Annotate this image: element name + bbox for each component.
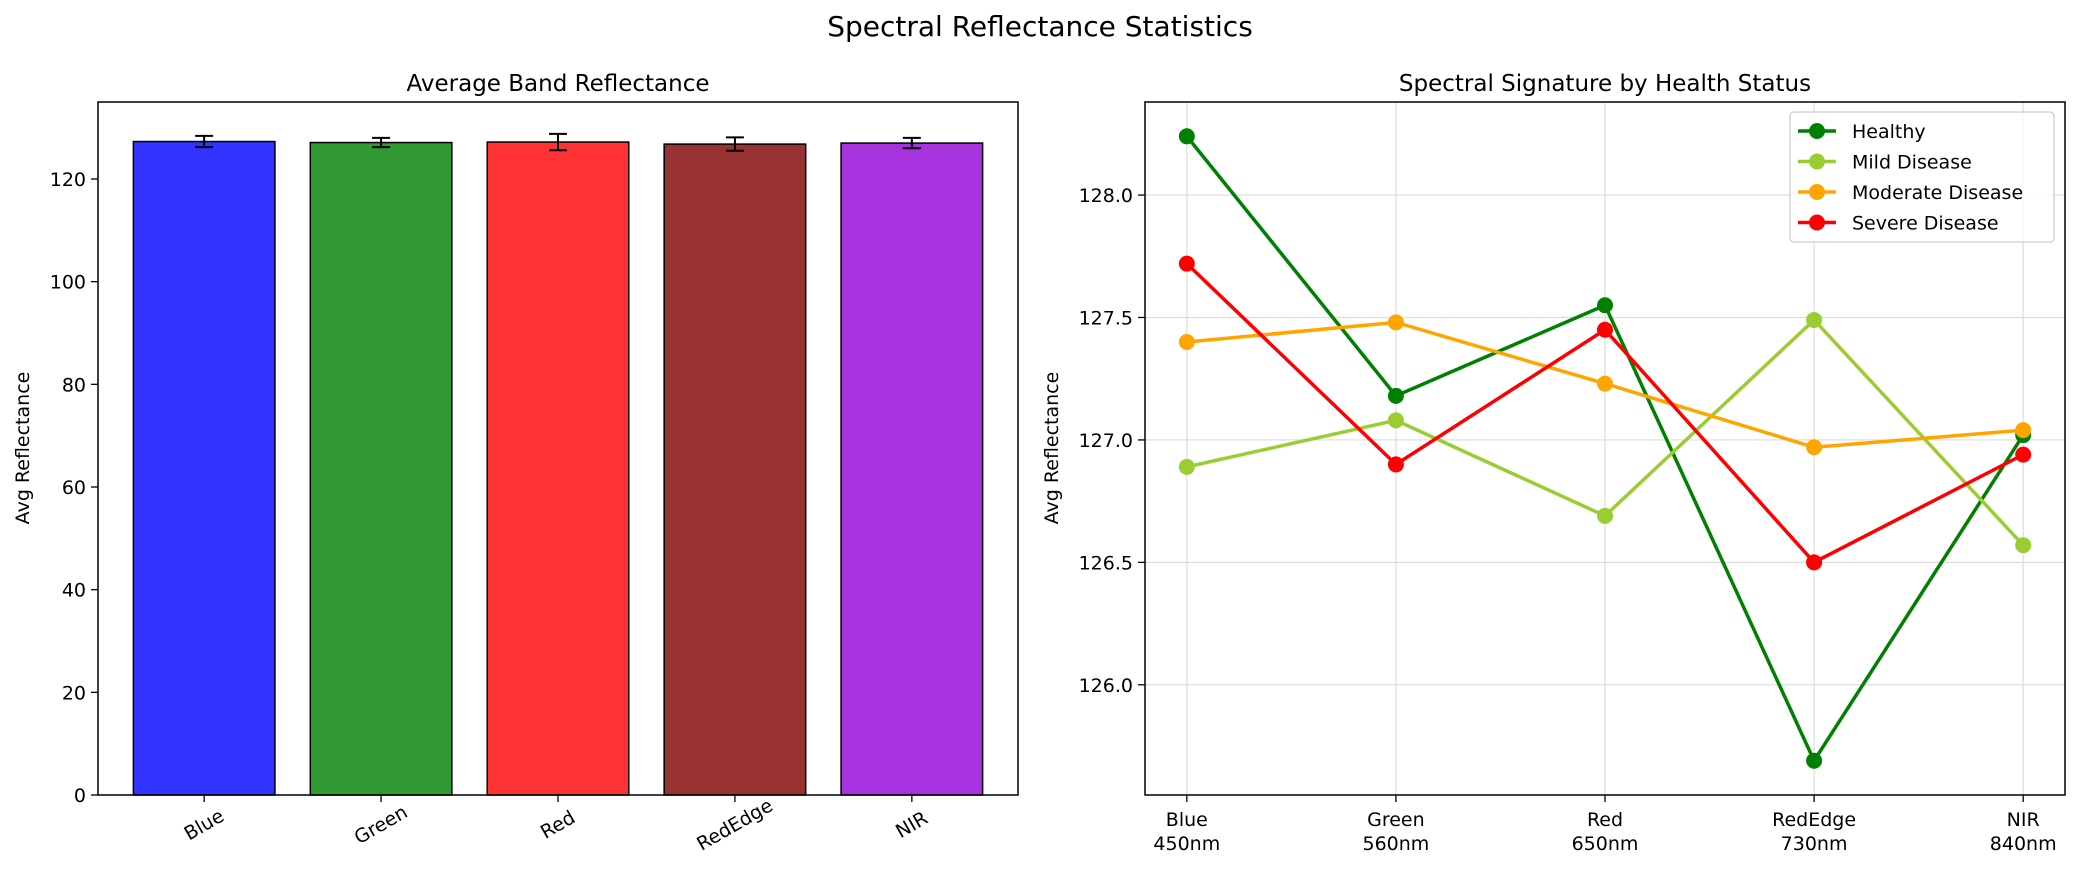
- line-y-tick-label: 128.0: [1079, 185, 1133, 207]
- bar-chart-y-axis: 0 20 40 60 80 100 120: [50, 169, 98, 807]
- line-y-tick-label: 126.0: [1079, 675, 1133, 697]
- series-point-mild-disease: [1806, 311, 1823, 328]
- legend-box: [1789, 111, 2055, 243]
- bar-chart-frame: [97, 101, 1019, 796]
- bar-chart-bars: [132, 132, 984, 796]
- line-x-tick-label-green: Green 560nm: [1362, 809, 1429, 855]
- line-chart-legend: Healthy Mild Disease Moderate Disease Sever…: [1789, 111, 2055, 243]
- series-point-moderate-disease: [2015, 422, 2032, 439]
- line-x-tick-label-line: Green: [1367, 809, 1425, 831]
- series-point-moderate-disease: [1178, 333, 1195, 350]
- line-chart-panel: Spectral Signature by Health Status 126.…: [1041, 71, 2066, 855]
- series-point-healthy: [1597, 297, 1613, 314]
- legend-label-healthy: Healthy: [1852, 121, 1926, 143]
- line-x-tick-label-blue: Blue 450nm: [1153, 809, 1220, 855]
- figure-title: Spectral Reflectance Statistics: [827, 10, 1253, 43]
- series-point-severe-disease: [2015, 446, 2032, 463]
- series-point-mild-disease: [1597, 507, 1613, 524]
- legend-swatch-marker-severe-disease: [1809, 214, 1825, 231]
- line-x-tick-label-red: Red 650nm: [1572, 809, 1639, 855]
- bar-blue: [132, 140, 276, 796]
- line-y-tick-label: 127.0: [1079, 430, 1133, 452]
- legend-label-severe-disease: Severe Disease: [1852, 213, 1999, 235]
- line-x-tick-label-line: 730nm: [1781, 833, 1848, 855]
- series-point-healthy: [1178, 128, 1195, 145]
- bar-nir: [840, 142, 984, 796]
- series-point-moderate-disease: [1387, 314, 1404, 331]
- series-point-healthy: [1387, 387, 1404, 404]
- bar-y-tick-label: 100: [50, 272, 86, 294]
- line-x-tick-label-line: 560nm: [1362, 833, 1429, 855]
- bar-chart-panel: Average Band Reflectance 0 20 40 60 80 100 120…: [12, 71, 1019, 856]
- series-point-severe-disease: [1178, 255, 1195, 272]
- bar-y-tick-label: 60: [62, 477, 86, 499]
- bar-y-tick-label: 20: [62, 682, 86, 704]
- series-point-healthy: [1806, 752, 1823, 769]
- line-chart-frame: [1144, 101, 2066, 796]
- bar-chart-y-label: Avg Reflectance: [12, 372, 34, 525]
- line-x-tick-label-nir: NIR 840nm: [1990, 809, 2057, 855]
- bar-rededge: [663, 143, 807, 796]
- line-x-tick-label-line: Blue: [1166, 809, 1208, 831]
- legend-swatch-marker-mild-disease: [1809, 153, 1825, 170]
- line-chart-title: Spectral Signature by Health Status: [1399, 71, 1811, 97]
- line-y-tick-label: 127.5: [1079, 307, 1133, 329]
- series-point-severe-disease: [1387, 456, 1404, 473]
- bar-y-tick-label: 120: [50, 169, 86, 191]
- bar-y-tick-label: 0: [74, 785, 86, 807]
- series-point-severe-disease: [1806, 554, 1823, 571]
- line-y-tick-label: 126.5: [1079, 552, 1133, 574]
- series-point-mild-disease: [2015, 537, 2032, 554]
- line-x-tick-label-line: Red: [1587, 809, 1623, 831]
- legend-swatch-marker-moderate-disease: [1809, 184, 1825, 200]
- bar-green: [309, 141, 453, 796]
- series-point-mild-disease: [1387, 412, 1404, 429]
- line-x-tick-label-line: NIR: [2007, 809, 2040, 831]
- line-x-tick-label-rededge: RedEdge 730nm: [1772, 809, 1856, 855]
- bar-chart-title: Average Band Reflectance: [407, 71, 710, 97]
- line-chart-y-label: Avg Reflectance: [1041, 372, 1063, 525]
- line-x-tick-label-line: 450nm: [1153, 833, 1220, 855]
- line-chart-series: [1178, 128, 2032, 769]
- series-point-moderate-disease: [1597, 375, 1613, 392]
- line-chart-x-axis: Blue 450nm Green 560nm Red 650nm RedEdge 730nm N…: [1153, 795, 2057, 855]
- line-x-tick-label-line: 840nm: [1990, 833, 2057, 855]
- bar-y-tick-label: 80: [62, 374, 86, 396]
- line-x-tick-label-line: RedEdge: [1772, 809, 1856, 831]
- line-x-tick-label-line: 650nm: [1572, 833, 1639, 855]
- series-point-mild-disease: [1178, 458, 1195, 475]
- legend-swatch-marker-healthy: [1809, 123, 1825, 139]
- legend-label-moderate-disease: Moderate Disease: [1852, 182, 2023, 204]
- bar-y-tick-label: 40: [62, 580, 86, 602]
- series-point-severe-disease: [1597, 321, 1613, 338]
- line-chart-y-axis: 126.0 126.5 127.0 127.5 128.0: [1079, 185, 1145, 697]
- series-point-moderate-disease: [1806, 439, 1823, 456]
- bar-red: [486, 141, 630, 796]
- legend-label-mild-disease: Mild Disease: [1852, 152, 1972, 174]
